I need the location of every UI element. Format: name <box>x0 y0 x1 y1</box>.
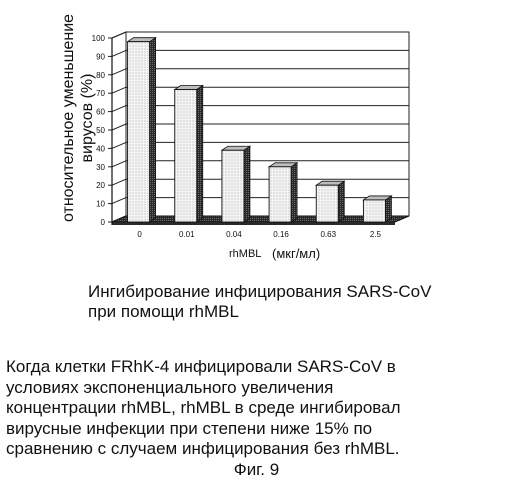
gridline-depth <box>112 87 126 93</box>
y-tick-label: 40 <box>96 144 105 153</box>
x-tick-label: 0.63 <box>320 230 336 239</box>
x-tick-label: 0.04 <box>226 230 242 239</box>
bars <box>128 38 392 222</box>
gridline-depth <box>112 179 126 185</box>
x-tick-label: 0.01 <box>179 230 195 239</box>
description-line-5: сравнению с случаем инфицирования без rh… <box>6 439 506 460</box>
description-line-4: вирусные инфекции при степени ниже 15% п… <box>6 419 506 440</box>
bar <box>128 38 156 222</box>
description-line-1: Когда клетки FRhK-4 инфицировали SARS-Co… <box>6 357 506 378</box>
gridline-depth <box>112 32 126 38</box>
x-tick-labels: 0 0.01 0.04 0.16 0.63 2.5 <box>137 230 381 239</box>
bar-side <box>385 196 391 222</box>
y-tick-label: 80 <box>96 71 105 80</box>
bar-side <box>291 163 297 222</box>
gridline-depth <box>112 161 126 167</box>
y-tick-label: 0 <box>101 218 106 227</box>
bar <box>269 163 297 222</box>
y-axis-label-line1: относительное уменьшение <box>60 14 77 222</box>
x-axis-label-unit: (мкг/мл) <box>272 246 320 261</box>
y-tick-label: 70 <box>96 89 105 98</box>
bar-front <box>128 42 150 222</box>
y-tick-label: 50 <box>96 126 105 135</box>
x-tick-label: 0.16 <box>273 230 289 239</box>
y-tick-label: 60 <box>96 108 105 117</box>
x-tick-label: 2.5 <box>370 230 382 239</box>
figure-description: Когда клетки FRhK-4 инфицировали SARS-Co… <box>6 357 506 460</box>
y-axis-label-line2: вирусов (%) <box>79 74 96 163</box>
description-line-3: концентрации rhMBL, rhMBL в среде ингиби… <box>6 398 506 419</box>
bar-chart: 0 10 20 30 40 50 60 70 80 90 100 0 0.01 0.04 0.16 0.63… <box>0 0 513 280</box>
gridline-depth <box>112 142 126 148</box>
bar-front <box>316 185 338 222</box>
y-tick-label: 90 <box>96 52 105 61</box>
gridline-depth <box>112 198 126 204</box>
y-tick-label: 30 <box>96 163 105 172</box>
y-tick-label: 20 <box>96 181 105 190</box>
bar <box>316 181 344 222</box>
bar <box>363 196 391 222</box>
figure-label: Фиг. 9 <box>0 460 513 480</box>
caption-line-1: Ингибирование инфицирования SARS-CoV <box>88 282 498 302</box>
bar-front <box>363 200 385 222</box>
chart-caption: Ингибирование инфицирования SARS-CoV при… <box>88 282 498 322</box>
y-tick-label: 10 <box>96 200 105 209</box>
bar <box>175 86 203 222</box>
bar-front <box>269 167 291 222</box>
y-tick-label: 100 <box>92 34 106 43</box>
gridline-depth <box>112 50 126 56</box>
gridline-depth <box>112 106 126 112</box>
caption-line-2: при помощи rhMBL <box>88 302 498 322</box>
bar-side <box>150 38 156 222</box>
bar <box>222 146 250 222</box>
bar-front <box>222 150 244 222</box>
bar-side <box>338 181 344 222</box>
bar-side <box>197 86 203 222</box>
x-axis-label-name: rhMBL <box>229 248 261 260</box>
x-tick-label: 0 <box>137 230 142 239</box>
gridline-depth <box>112 69 126 75</box>
bar-side <box>244 146 250 222</box>
gridline-depth <box>112 124 126 130</box>
description-line-2: условиях экспоненциального увеличения <box>6 378 506 399</box>
chart-floor-edge <box>112 222 395 225</box>
bar-front <box>175 90 197 222</box>
